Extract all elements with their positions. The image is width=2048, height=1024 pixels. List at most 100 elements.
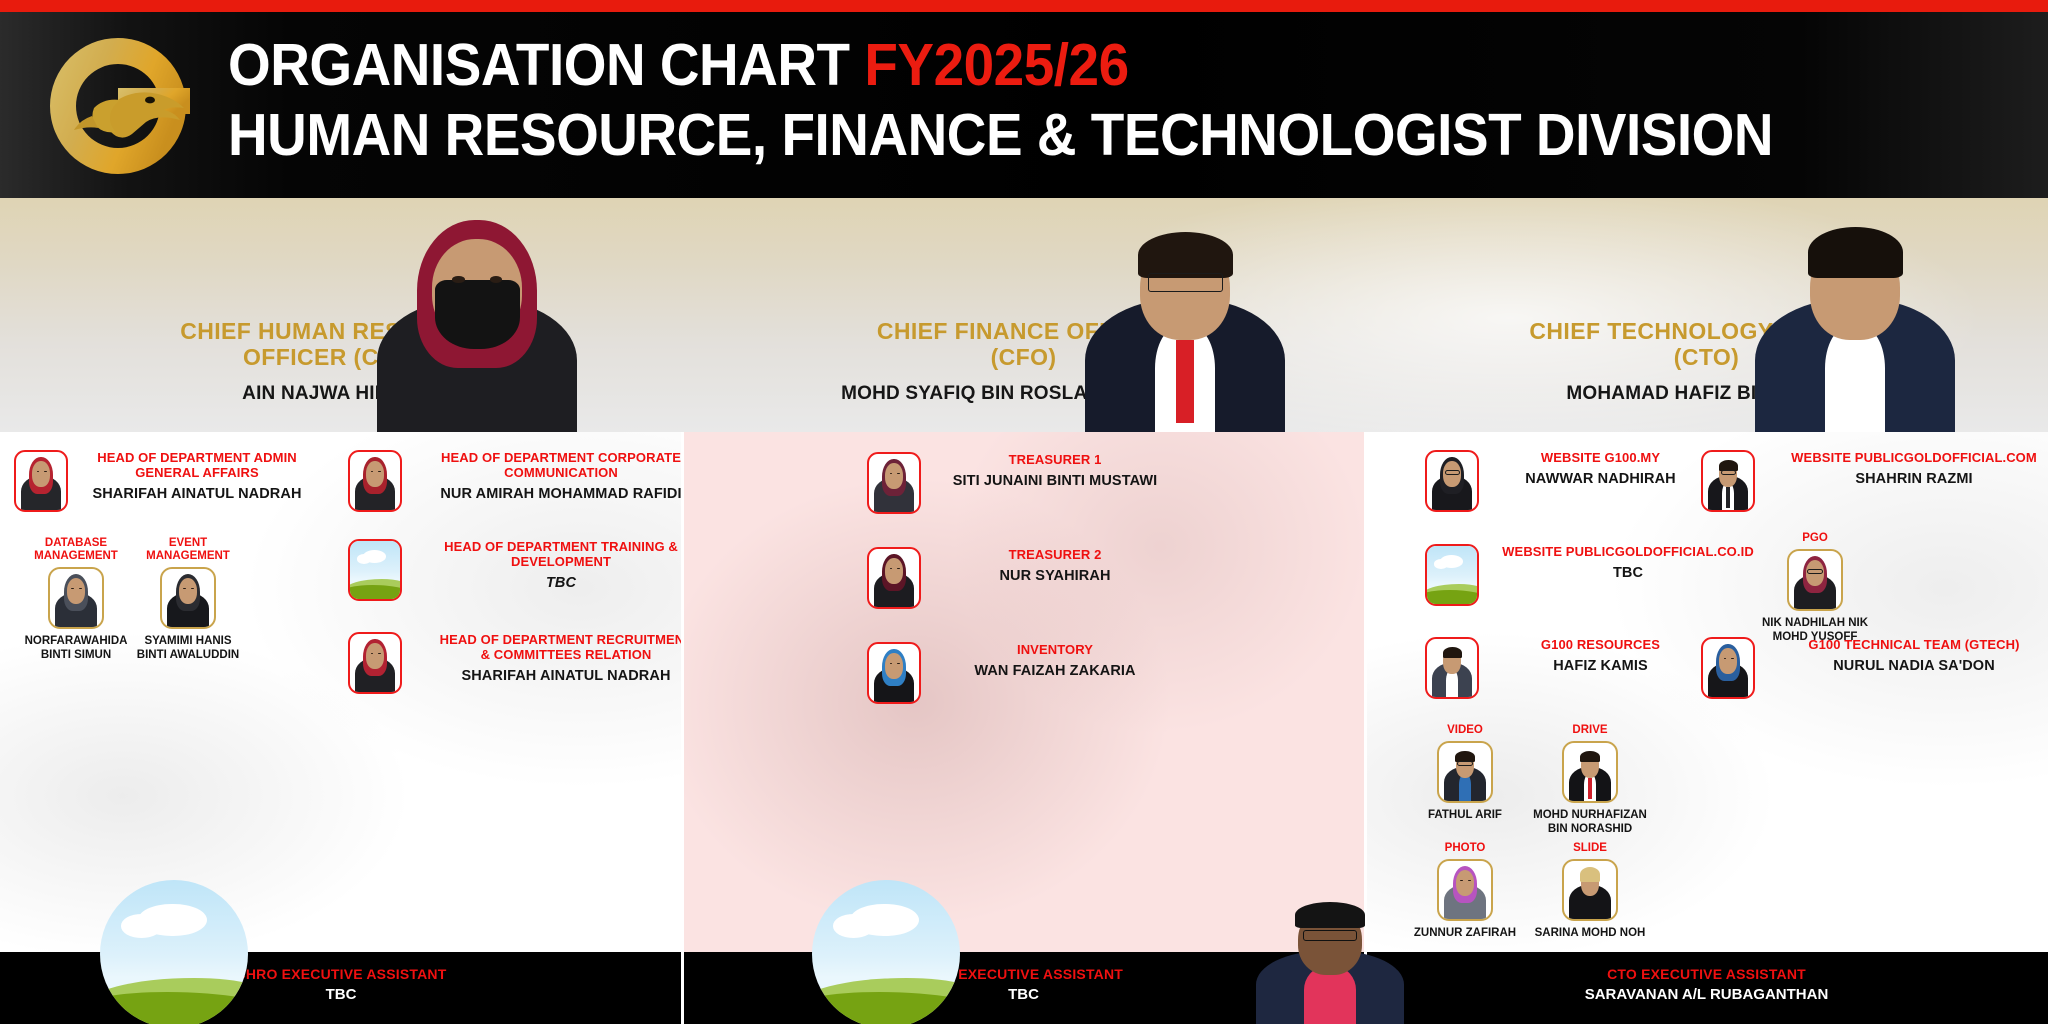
node-person-name: TBC: [1612, 565, 1644, 581]
footer-card-cfo-assistant[interactable]: CFO EXECUTIVE ASSISTANT TBC: [682, 952, 1365, 1024]
subnode-person-name: NORFARAWAHIDA BINTI SIMUN: [16, 635, 136, 662]
hr-subnode-event-management[interactable]: EVENT MANAGEMENT SYAMIMI HANIS BINTI AWA…: [128, 537, 248, 662]
executive-title-cfo-line2: (CFO): [990, 344, 1057, 370]
tech-subnode-pgo[interactable]: PGO NIK NADHILAH NIK MOHD YUSOFF: [1755, 532, 1875, 644]
technology-column: WEBSITE G100.MY NAWWAR NADHIRAH WEBSITE …: [1365, 432, 2048, 952]
subnode-person-name: MOHD NURHAFIZAN BIN NORASHID: [1530, 809, 1650, 836]
executive-title-cto-line2: (CTO): [1673, 344, 1740, 370]
photo-frame: [867, 547, 921, 609]
header-title-block: ORGANISATION CHART FY2025/26 HUMAN RESOU…: [228, 30, 1889, 170]
node-role-line2: & COMMITTEES RELATION: [480, 647, 652, 662]
main-chart-area: HEAD OF DEPARTMENT ADMIN GENERAL AFFAIRS…: [0, 432, 2048, 952]
subnode-name-line2: BINTI AWALUDDIN: [136, 648, 240, 661]
subnode-name-line1: SARINA MOHD NOH: [1534, 927, 1646, 939]
tech-node-website-g100[interactable]: WEBSITE G100.MY NAWWAR NADHIRAH: [1425, 450, 1708, 512]
executive-band: CHIEF HUMAN RESOURCES OFFICER (CHRO) AIN…: [0, 198, 2048, 432]
node-role: WEBSITE PUBLICGOLDOFFICIAL.CO.ID: [1502, 544, 1754, 559]
node-role-line1: HEAD OF DEPARTMENT TRAINING &: [444, 539, 678, 554]
executive-photo-cto: [1730, 202, 1980, 432]
subnode-role: DATABASE MANAGEMENT: [16, 537, 136, 563]
top-accent-bar: [0, 0, 2048, 12]
footer-divider-1: [681, 952, 684, 1024]
photo-frame: [867, 452, 921, 514]
node-person-name: TBC: [545, 575, 577, 591]
tech-media-node-slide[interactable]: SLIDE SARINA MOHD NOH: [1530, 842, 1650, 941]
hr-node-training-development[interactable]: HEAD OF DEPARTMENT TRAINING & DEVELOPMEN…: [348, 539, 682, 601]
node-person-name: NUR SYAHIRAH: [999, 568, 1111, 584]
footer-person-name: SARAVANAN A/L RUBAGANTHAN: [1584, 986, 1829, 1003]
public-gold-eagle-logo-icon: [42, 30, 194, 182]
hr-node-recruitment-committees[interactable]: HEAD OF DEPARTMENT RECRUITMENT & COMMITT…: [348, 632, 682, 694]
landscape-placeholder-icon: [100, 880, 248, 1024]
subnode-role: VIDEO: [1447, 724, 1483, 736]
tech-node-website-publicgoldofficial-com[interactable]: WEBSITE PUBLICGOLDOFFICIAL.COM SHAHRIN R…: [1701, 450, 2048, 512]
node-role: HEAD OF DEPARTMENT ADMIN GENERAL AFFAIRS: [82, 450, 312, 480]
hr-node-admin-general-affairs[interactable]: HEAD OF DEPARTMENT ADMIN GENERAL AFFAIRS…: [14, 450, 312, 512]
subnode-person-name: NIK NADHILAH NIK MOHD YUSOFF: [1755, 617, 1875, 644]
finance-node-inventory[interactable]: INVENTORY WAN FAIZAH ZAKARIA: [867, 642, 1175, 704]
node-role-line1: HEAD OF DEPARTMENT ADMIN: [97, 450, 297, 465]
hr-node-corporate-communication[interactable]: HEAD OF DEPARTMENT CORPORATE COMMUNICATI…: [348, 450, 682, 512]
footer-avatar-chro: [100, 880, 248, 1024]
subnode-role-line2: MANAGEMENT: [34, 550, 118, 562]
node-role-line2: GENERAL AFFAIRS: [135, 465, 259, 480]
tech-media-node-drive[interactable]: DRIVE MOHD NURHAFIZAN BIN NORASHID: [1530, 724, 1650, 836]
subnode-role: DRIVE: [1572, 724, 1608, 736]
node-role-line1: HEAD OF DEPARTMENT CORPORATE: [441, 450, 681, 465]
executive-photo-cfo: [1060, 202, 1310, 432]
footer-card-cto-assistant[interactable]: CTO EXECUTIVE ASSISTANT SARAVANAN A/L RU…: [1365, 952, 2048, 1024]
photo-frame: [1562, 741, 1618, 803]
photo-frame: [348, 450, 402, 512]
node-role: G100 TECHNICAL TEAM (GTECH): [1808, 637, 2020, 652]
node-person-name: NUR AMIRAH MOHAMMAD RAFIDI: [440, 486, 682, 502]
node-role: TREASURER 2: [1008, 547, 1102, 562]
photo-frame: [160, 567, 216, 629]
footer-card-chro-assistant[interactable]: CHRO EXECUTIVE ASSISTANT TBC: [0, 952, 682, 1024]
finance-node-treasurer-1[interactable]: TREASURER 1 SITI JUNAINI BINTI MUSTAWI: [867, 452, 1175, 514]
photo-frame: [1437, 741, 1493, 803]
node-person-name: SITI JUNAINI BINTI MUSTAWI: [952, 473, 1158, 489]
node-role: WEBSITE PUBLICGOLDOFFICIAL.COM: [1791, 450, 2037, 465]
node-role: TREASURER 1: [1008, 452, 1102, 467]
node-person-name: SHAHRIN RAZMI: [1855, 471, 1973, 487]
subnode-role: SLIDE: [1573, 842, 1607, 854]
tech-node-g100-resources[interactable]: G100 RESOURCES HAFIZ KAMIS: [1425, 637, 1708, 699]
page-header: ORGANISATION CHART FY2025/26 HUMAN RESOU…: [0, 12, 2048, 198]
node-role: INVENTORY: [1016, 642, 1094, 657]
node-role: G100 RESOURCES: [1540, 637, 1661, 652]
subnode-person-name: ZUNNUR ZAFIRAH: [1405, 927, 1525, 941]
column-divider-1: [681, 432, 684, 952]
landscape-placeholder-icon: [812, 880, 960, 1024]
photo-frame-placeholder: [348, 539, 402, 601]
tech-node-g100-technical-team[interactable]: G100 TECHNICAL TEAM (GTECH) NURUL NADIA …: [1701, 637, 2048, 699]
fiscal-year-label: FY2025/26: [864, 32, 1129, 98]
footer-person-name: TBC: [1008, 986, 1039, 1003]
tech-media-node-video[interactable]: VIDEO FATHUL ARIF: [1405, 724, 1525, 823]
landscape-placeholder-icon: [1427, 546, 1477, 604]
footer-avatar-cfo: [812, 880, 960, 1024]
node-person-name: SHARIFAH AINATUL NADRAH: [461, 668, 671, 684]
executive-photo-chro: [352, 202, 602, 432]
footer-role: CTO EXECUTIVE ASSISTANT: [1607, 966, 1806, 982]
photo-frame: [1425, 450, 1479, 512]
page-title: ORGANISATION CHART FY2025/26: [228, 30, 1773, 100]
node-person-name: HAFIZ KAMIS: [1553, 658, 1648, 674]
footer-avatar-cto: [1250, 894, 1410, 1024]
subnode-name-line2: BINTI SIMUN: [40, 648, 112, 661]
subnode-role-line2: MANAGEMENT: [146, 550, 230, 562]
tech-media-node-photo[interactable]: PHOTO ZUNNUR ZAFIRAH: [1405, 842, 1525, 941]
photo-frame: [1787, 549, 1843, 611]
hr-subnode-database-management[interactable]: DATABASE MANAGEMENT NORFARAWAHIDA BINTI …: [16, 537, 136, 662]
finance-node-treasurer-2[interactable]: TREASURER 2 NUR SYAHIRAH: [867, 547, 1175, 609]
subnode-role-line1: EVENT: [168, 537, 208, 549]
subnode-name-line1: FATHUL ARIF: [1428, 809, 1502, 821]
subnode-person-name: SARINA MOHD NOH: [1530, 927, 1650, 941]
photo-frame: [1701, 637, 1755, 699]
footer-person-name: TBC: [325, 986, 357, 1003]
tech-node-website-publicgoldofficial-coid[interactable]: WEBSITE PUBLICGOLDOFFICIAL.CO.ID TBC: [1425, 544, 1763, 606]
subnode-name-line1: NIK NADHILAH NIK: [1761, 617, 1869, 629]
node-role-line2: COMMUNICATION: [504, 465, 618, 480]
footer-role: CHRO EXECUTIVE ASSISTANT: [235, 966, 447, 982]
subnode-role: PHOTO: [1444, 842, 1486, 854]
photo-frame: [14, 450, 68, 512]
